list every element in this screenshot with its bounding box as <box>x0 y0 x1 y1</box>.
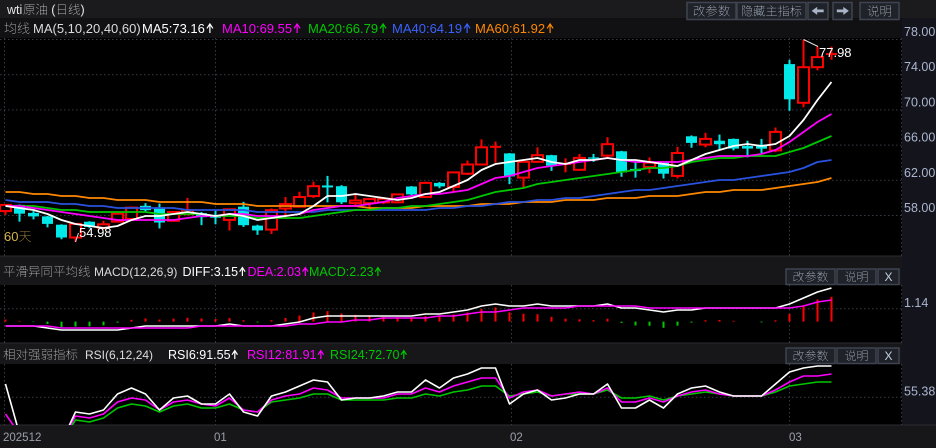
svg-text:X: X <box>884 270 892 284</box>
svg-text:RSI6:91.55: RSI6:91.55 <box>168 348 231 362</box>
svg-text:02: 02 <box>510 432 523 444</box>
svg-text:74.00: 74.00 <box>904 60 935 74</box>
svg-text:MA60:61.92: MA60:61.92 <box>475 21 545 36</box>
svg-text:MACD(12,26,9): MACD(12,26,9) <box>94 265 177 279</box>
svg-text:wti: wti <box>6 3 22 17</box>
svg-text:DEA:2.03: DEA:2.03 <box>248 265 302 279</box>
svg-text:X: X <box>884 349 892 363</box>
svg-text:55.38: 55.38 <box>904 385 935 399</box>
svg-text:77.98: 77.98 <box>819 45 852 60</box>
svg-text:MA5:73.16: MA5:73.16 <box>142 21 205 36</box>
svg-text:DIFF:3.15: DIFF:3.15 <box>183 265 239 279</box>
svg-text:MA20:66.79: MA20:66.79 <box>308 21 378 36</box>
svg-text:78.00: 78.00 <box>904 25 935 39</box>
svg-text:RSI(6,12,24): RSI(6,12,24) <box>85 348 153 362</box>
svg-text:60: 60 <box>4 229 18 244</box>
svg-text:RSI24:72.70: RSI24:72.70 <box>330 348 400 362</box>
svg-text:MA(5,10,20,40,60): MA(5,10,20,40,60) <box>33 21 141 36</box>
svg-text:58.00: 58.00 <box>904 201 935 215</box>
svg-text:01: 01 <box>214 432 227 444</box>
svg-text:70.00: 70.00 <box>904 95 935 109</box>
svg-text:54.98: 54.98 <box>79 225 112 240</box>
svg-text:03: 03 <box>789 432 802 444</box>
svg-text:66.00: 66.00 <box>904 131 935 145</box>
svg-text:MACD:2.23: MACD:2.23 <box>309 265 374 279</box>
svg-text:202512: 202512 <box>3 432 41 444</box>
svg-text:RSI12:81.91: RSI12:81.91 <box>247 348 317 362</box>
svg-text:): ) <box>81 3 85 17</box>
svg-text:MA10:69.55: MA10:69.55 <box>222 21 292 36</box>
svg-text:62.00: 62.00 <box>904 166 935 180</box>
svg-text:1.14: 1.14 <box>904 296 928 310</box>
svg-text:(: ( <box>51 3 56 17</box>
svg-text:MA40:64.19: MA40:64.19 <box>392 21 462 36</box>
